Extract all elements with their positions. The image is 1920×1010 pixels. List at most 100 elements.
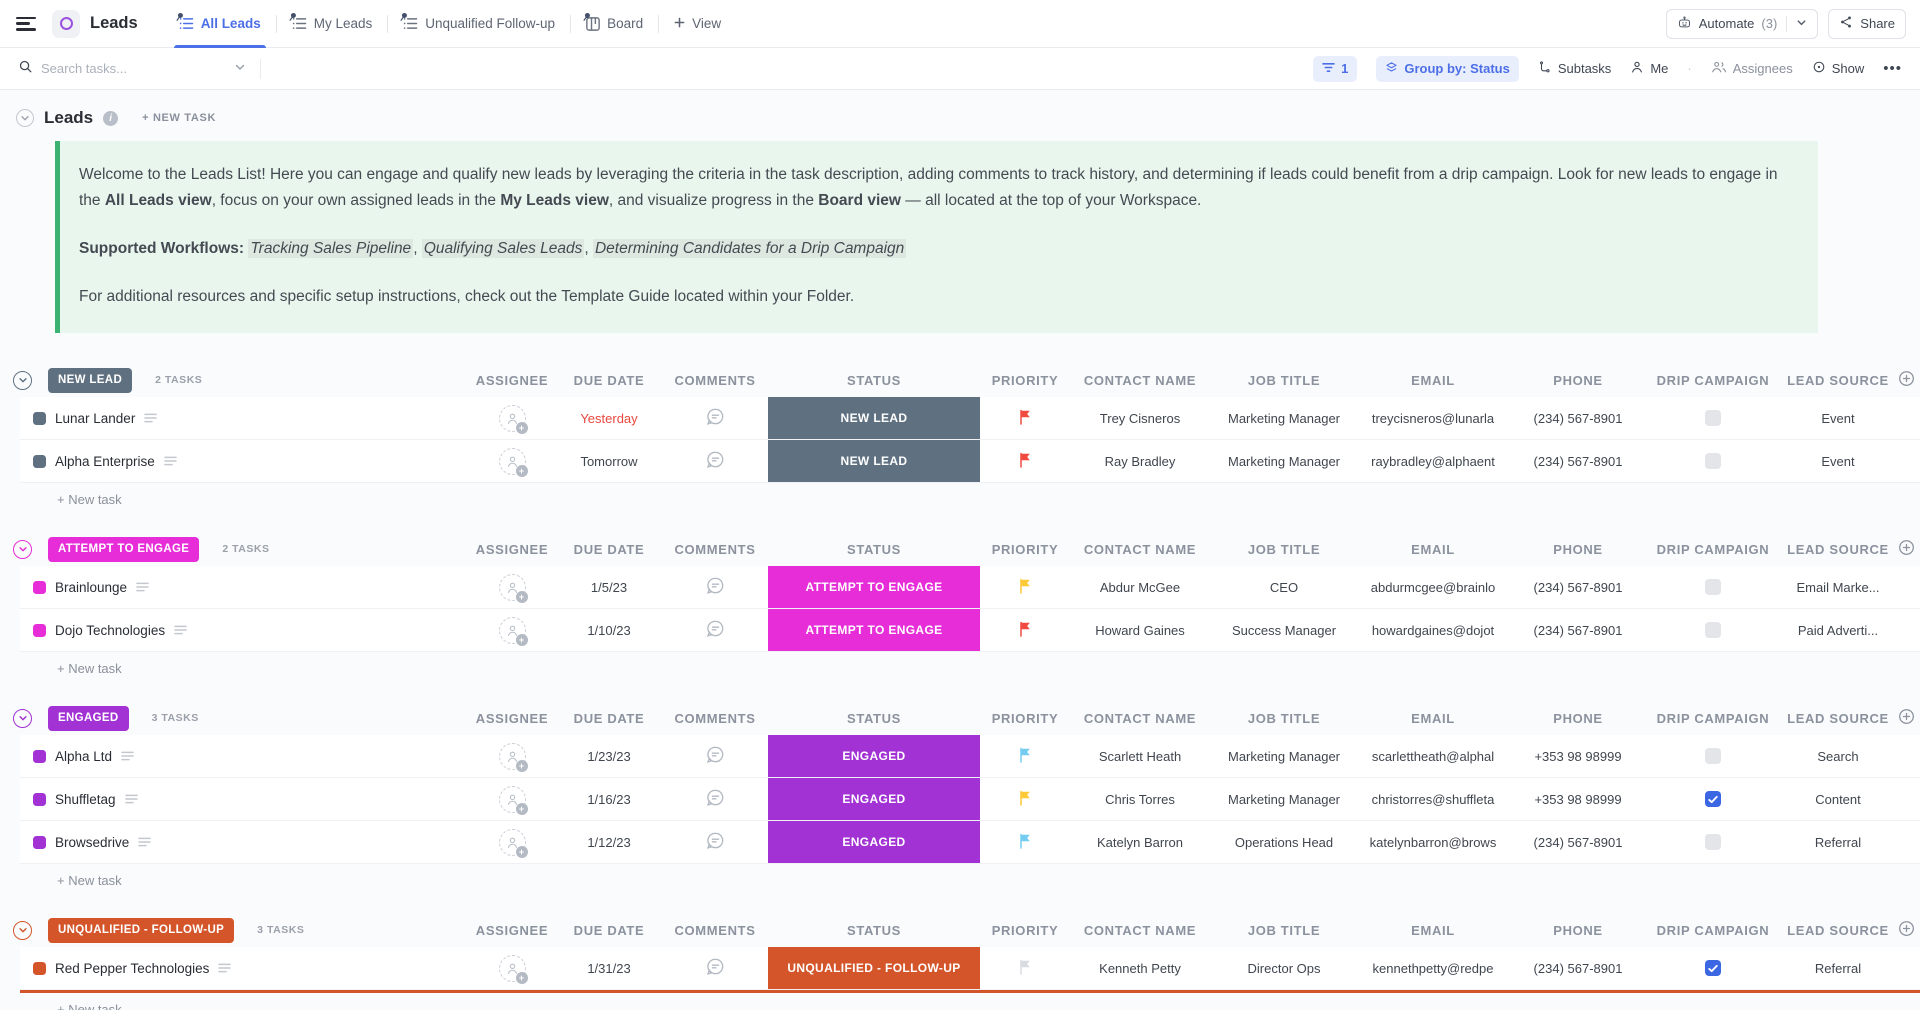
column-header-drip-campaign[interactable]: DRIP CAMPAIGN <box>1656 710 1770 726</box>
group-status-badge[interactable]: ENGAGED <box>48 705 129 731</box>
lead-source[interactable]: Content <box>1815 791 1861 807</box>
add-assignee-button[interactable]: + <box>498 447 528 477</box>
job-title[interactable]: Marketing Manager <box>1228 748 1340 764</box>
column-header-comments[interactable]: COMMENTS <box>674 710 756 726</box>
phone[interactable]: (234) 567-8901 <box>1533 579 1623 595</box>
column-header-status[interactable]: STATUS <box>847 710 901 726</box>
group-status-badge[interactable]: UNQUALIFIED - FOLLOW-UP <box>48 917 235 943</box>
task-row[interactable]: Red Pepper Technologies + 1/31/23 UNQUAL… <box>20 947 1920 990</box>
priority-flag-icon[interactable] <box>1019 452 1032 471</box>
task-row[interactable]: Brainlounge + 1/5/23 ATTEMPT TO ENGAGE A… <box>20 566 1920 609</box>
column-header-due-date[interactable]: DUE DATE <box>573 541 645 557</box>
column-header-phone[interactable]: PHONE <box>1553 541 1603 557</box>
subtasks-button[interactable]: Subtasks <box>1538 60 1611 77</box>
add-assignee-button[interactable]: + <box>498 404 528 434</box>
tab-unqualified-follow-up[interactable]: Unqualified Follow-up <box>388 0 570 48</box>
add-assignee-button[interactable]: + <box>498 742 528 772</box>
group-collapse-chevron[interactable] <box>13 539 32 559</box>
collapse-list-chevron[interactable] <box>16 109 34 127</box>
comment-icon[interactable] <box>705 956 726 980</box>
comment-icon[interactable] <box>705 449 726 473</box>
group-status-badge[interactable]: ATTEMPT TO ENGAGE <box>48 536 200 562</box>
group-collapse-chevron[interactable] <box>13 370 32 390</box>
column-header-drip-campaign[interactable]: DRIP CAMPAIGN <box>1656 541 1770 557</box>
drip-campaign-checkbox[interactable] <box>1705 834 1721 850</box>
show-button[interactable]: Show <box>1812 60 1864 77</box>
task-status-square[interactable] <box>33 835 46 849</box>
status-badge[interactable]: ENGAGED <box>768 821 980 863</box>
phone[interactable]: (234) 567-8901 <box>1533 410 1623 426</box>
contact-name[interactable]: Ray Bradley <box>1104 453 1176 469</box>
add-column-button[interactable] <box>1898 708 1920 728</box>
me-filter-button[interactable]: Me <box>1630 60 1668 77</box>
search-input[interactable] <box>41 61 226 76</box>
contact-name[interactable]: Abdur McGee <box>1099 579 1181 595</box>
status-badge[interactable]: ENGAGED <box>768 735 980 777</box>
drip-campaign-checkbox[interactable] <box>1705 622 1721 638</box>
comment-icon[interactable] <box>705 830 726 854</box>
lead-source[interactable]: Referral <box>1814 834 1862 850</box>
add-assignee-button[interactable]: + <box>498 954 528 984</box>
task-name[interactable]: Alpha Ltd <box>55 748 113 764</box>
column-header-phone[interactable]: PHONE <box>1553 710 1603 726</box>
drip-campaign-checkbox[interactable] <box>1705 579 1721 595</box>
task-row[interactable]: Browsedrive + 1/12/23 ENGAGED Katelyn Ba… <box>20 821 1920 864</box>
email[interactable]: kennethpetty@redpe <box>1372 960 1494 976</box>
group-collapse-chevron[interactable] <box>13 708 32 728</box>
lead-source[interactable]: Event <box>1821 453 1855 469</box>
task-row[interactable]: Shuffletag + 1/16/23 ENGAGED Chris Torre… <box>20 778 1920 821</box>
column-header-status[interactable]: STATUS <box>847 541 901 557</box>
due-date[interactable]: 1/5/23 <box>590 579 628 595</box>
drip-campaign-checkbox[interactable] <box>1705 960 1721 976</box>
task-status-square[interactable] <box>33 411 46 425</box>
drip-campaign-checkbox[interactable] <box>1705 748 1721 764</box>
job-title[interactable]: Success Manager <box>1231 622 1337 638</box>
assignees-button[interactable]: Assignees <box>1711 60 1793 77</box>
priority-flag-icon[interactable] <box>1019 409 1032 428</box>
description-icon[interactable] <box>218 963 232 974</box>
sidebar-toggle-icon[interactable] <box>16 16 36 31</box>
list-logo[interactable] <box>52 9 80 38</box>
column-header-status[interactable]: STATUS <box>847 372 901 388</box>
add-assignee-button[interactable]: + <box>498 828 528 858</box>
column-header-due-date[interactable]: DUE DATE <box>573 922 645 938</box>
column-header-job-title[interactable]: JOB TITLE <box>1247 372 1321 388</box>
column-header-contact-name[interactable]: CONTACT NAME <box>1083 541 1197 557</box>
email[interactable]: katelynbarron@brows <box>1369 834 1497 850</box>
job-title[interactable]: Marketing Manager <box>1228 453 1340 469</box>
column-header-assignee[interactable]: ASSIGNEE <box>475 541 549 557</box>
phone[interactable]: (234) 567-8901 <box>1533 834 1623 850</box>
group-by-button[interactable]: Group by: Status <box>1376 55 1519 82</box>
column-header-email[interactable]: EMAIL <box>1411 541 1455 557</box>
chevron-down-icon[interactable] <box>1796 16 1807 31</box>
comment-icon[interactable] <box>705 744 726 768</box>
task-name[interactable]: Dojo Technologies <box>55 622 166 638</box>
phone[interactable]: +353 98 98999 <box>1534 791 1622 807</box>
task-row[interactable]: Lunar Lander + Yesterday NEW LEAD Trey C… <box>20 397 1920 440</box>
column-header-contact-name[interactable]: CONTACT NAME <box>1083 710 1197 726</box>
priority-flag-icon[interactable] <box>1019 578 1032 597</box>
description-icon[interactable] <box>174 625 187 636</box>
due-date[interactable]: 1/23/23 <box>587 748 631 764</box>
phone[interactable]: (234) 567-8901 <box>1533 960 1623 976</box>
email[interactable]: howardgaines@dojot <box>1371 622 1495 638</box>
description-icon[interactable] <box>144 413 158 424</box>
column-header-lead-source[interactable]: LEAD SOURCE <box>1787 372 1889 388</box>
priority-flag-icon[interactable] <box>1019 959 1032 978</box>
task-row[interactable]: Alpha Enterprise + Tomorrow NEW LEAD Ray… <box>20 440 1920 483</box>
priority-flag-icon[interactable] <box>1019 833 1032 852</box>
column-header-priority[interactable]: PRIORITY <box>991 541 1059 557</box>
add-assignee-button[interactable]: + <box>498 785 528 815</box>
more-options-button[interactable]: ••• <box>1883 60 1902 77</box>
add-assignee-button[interactable]: + <box>498 573 528 603</box>
task-status-square[interactable] <box>33 961 46 975</box>
column-header-phone[interactable]: PHONE <box>1553 372 1603 388</box>
description-icon[interactable] <box>164 456 177 467</box>
task-name[interactable]: Alpha Enterprise <box>55 453 155 469</box>
drip-campaign-checkbox[interactable] <box>1705 791 1721 807</box>
column-header-priority[interactable]: PRIORITY <box>991 372 1059 388</box>
contact-name[interactable]: Howard Gaines <box>1095 622 1185 638</box>
contact-name[interactable]: Chris Torres <box>1105 791 1175 807</box>
job-title[interactable]: Marketing Manager <box>1228 410 1340 426</box>
task-status-square[interactable] <box>33 749 46 763</box>
